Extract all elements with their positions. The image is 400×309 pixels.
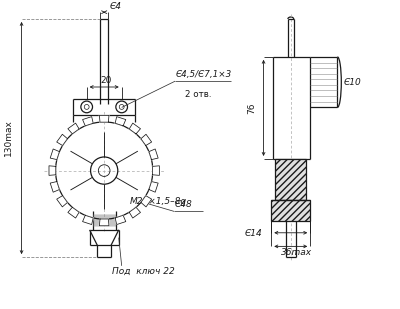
Polygon shape	[50, 149, 60, 160]
Text: M20×1,5–8g: M20×1,5–8g	[130, 197, 186, 205]
Polygon shape	[49, 166, 56, 176]
Bar	[275, 159, 306, 200]
Text: 36max: 36max	[281, 248, 312, 257]
Text: Є10: Є10	[343, 78, 361, 87]
Polygon shape	[82, 215, 93, 225]
Text: 20: 20	[100, 76, 112, 85]
Polygon shape	[141, 196, 152, 207]
Polygon shape	[149, 182, 158, 192]
Polygon shape	[99, 219, 109, 226]
Text: Под  ключ 22: Под ключ 22	[112, 267, 175, 276]
Text: 76: 76	[248, 102, 256, 114]
Polygon shape	[115, 215, 126, 225]
Polygon shape	[152, 166, 159, 176]
Polygon shape	[57, 196, 68, 207]
Polygon shape	[129, 123, 140, 134]
Text: Є14: Є14	[244, 229, 262, 238]
Polygon shape	[68, 123, 79, 134]
Text: 130max: 130max	[4, 120, 12, 156]
Text: Є4: Є4	[110, 2, 122, 11]
Polygon shape	[68, 207, 79, 218]
Polygon shape	[141, 134, 152, 146]
Text: Є4,5/Є7,1×3: Є4,5/Є7,1×3	[175, 70, 231, 79]
Polygon shape	[99, 115, 109, 122]
Text: Є48: Є48	[174, 201, 192, 210]
Bar	[271, 200, 310, 221]
Polygon shape	[129, 207, 140, 218]
Polygon shape	[50, 182, 60, 192]
Polygon shape	[149, 149, 158, 160]
Polygon shape	[57, 134, 68, 146]
Polygon shape	[115, 116, 126, 126]
Polygon shape	[82, 116, 93, 126]
Text: 2 отв.: 2 отв.	[185, 90, 211, 99]
